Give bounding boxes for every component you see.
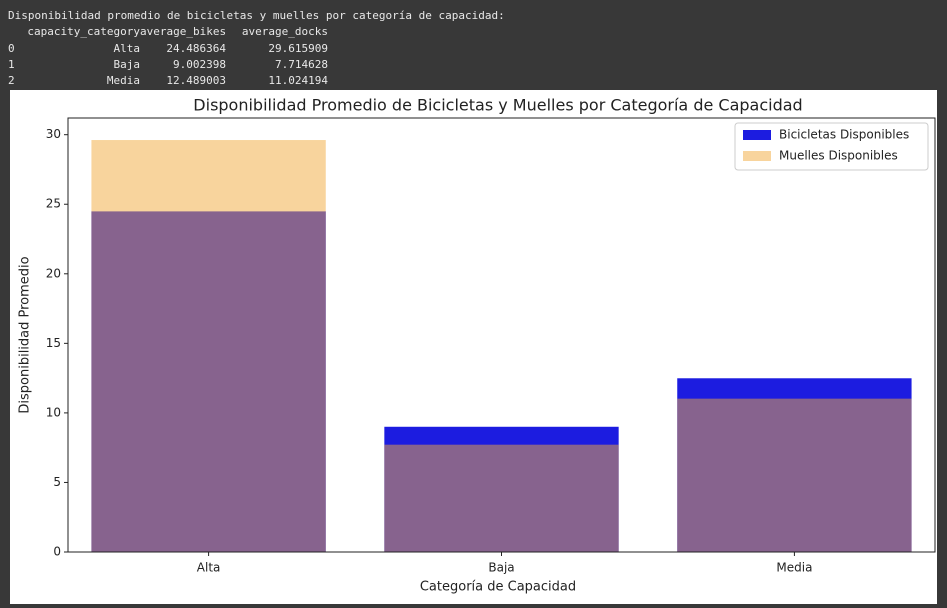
y-tick-label: 10 [46, 405, 61, 419]
cell: 9.002398 [173, 57, 226, 71]
row-index: 2 [8, 74, 15, 88]
console-line: 0 Alta 24.486364 29.615909 [8, 41, 608, 57]
console-output: Disponibilidad promedio de bicicletas y … [8, 8, 608, 89]
chart: Disponibilidad Promedio de Bicicletas y … [10, 90, 937, 604]
cell: Media [106, 74, 140, 88]
x-tick-label: Media [776, 561, 812, 575]
column-header: average_docks [241, 25, 328, 39]
y-tick-label: 5 [53, 475, 61, 489]
y-tick-label: 25 [46, 197, 61, 211]
y-axis-label: Disponibilidad Promedio [18, 256, 33, 413]
console-line: Disponibilidad promedio de bicicletas y … [8, 8, 608, 24]
console-line: 2 Media 12.489003 11.024194 [8, 73, 608, 89]
console-line: 1 Baja 9.002398 7.714628 [8, 57, 608, 73]
x-axis-label: Categoría de Capacidad [420, 580, 576, 595]
legend-swatch [743, 151, 771, 161]
cell: 7.714628 [275, 57, 328, 71]
legend-swatch [743, 130, 771, 140]
row-index: 0 [8, 41, 15, 55]
y-tick-label: 15 [46, 336, 61, 350]
y-tick-label: 20 [46, 266, 61, 280]
row-index: 1 [8, 57, 15, 71]
legend-box [734, 122, 929, 171]
legend: Bicicletas Disponibles Muelles Disponible… [734, 122, 929, 171]
bar [677, 398, 912, 552]
console-line: capacity_categoryaverage_bikes average_do… [8, 24, 608, 40]
bar [384, 444, 619, 552]
column-header: average_bikes [140, 25, 227, 39]
cell: Alta [113, 41, 141, 55]
cell: 24.486364 [166, 41, 226, 55]
column-header: capacity_category [27, 25, 140, 39]
bar [91, 140, 326, 553]
cell: 11.024194 [268, 74, 328, 88]
legend-label: Bicicletas Disponibles [779, 128, 909, 142]
cell: 12.489003 [166, 74, 226, 88]
x-tick-label: Alta [197, 561, 221, 575]
x-tick-label: Baja [488, 561, 514, 575]
chart-title: Disponibilidad Promedio de Bicicletas y … [193, 96, 802, 115]
y-tick-label: 0 [53, 545, 61, 559]
cell: 29.615909 [268, 41, 328, 55]
y-tick-label: 30 [46, 127, 61, 141]
cell: Baja [113, 57, 141, 71]
legend-label: Muelles Disponibles [779, 149, 898, 163]
console-heading: Disponibilidad promedio de bicicletas y … [8, 9, 505, 22]
